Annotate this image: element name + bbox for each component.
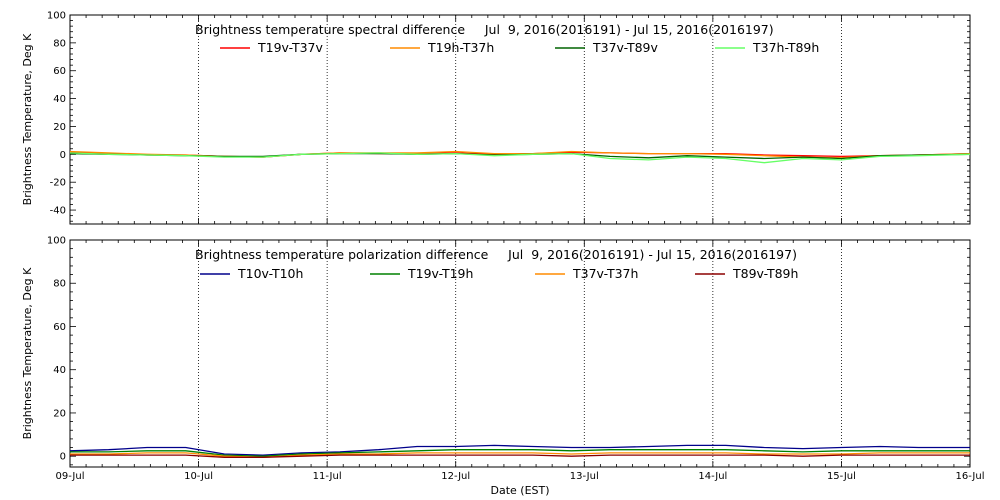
y-tick-label: 100 (47, 236, 66, 247)
chart-panel-2: 0 20 40 60 80 100 Brightness Temperature, Deg … (21, 236, 984, 498)
y-tick-label: 100 (47, 11, 66, 22)
series-line-t89v-t89h (70, 454, 970, 458)
chart-panel-1: -40 -20 0 20 40 60 80 100 Brightness Temperature… (21, 11, 971, 225)
chart-title: Brightness temperature spectral differen… (195, 22, 774, 37)
y-tick-label: 60 (53, 66, 66, 77)
series-line-t37h-t89h (69, 152, 971, 164)
y-tick-label: 20 (53, 122, 66, 133)
x-tick-label: 11-Jul (313, 471, 342, 482)
legend-entry: T10v-T10h (237, 266, 303, 281)
y-axis-label: Brightness Temperature, Deg K (21, 33, 34, 205)
legend-entry: T37v-T37h (572, 266, 638, 281)
legend-entry: T89v-T89h (732, 266, 798, 281)
legend-entry: T37v-T89v (592, 40, 659, 55)
y-tick-label: -20 (50, 178, 66, 189)
y-tick-label: 80 (53, 38, 66, 49)
legend-entry: T19v-T19h (407, 266, 473, 281)
y-tick-label: 20 (53, 408, 66, 419)
legend-entry: T19h-T37h (427, 40, 494, 55)
y-tick-label: 0 (60, 150, 66, 161)
x-tick-label: 12-Jul (441, 471, 470, 482)
series-line-t37v-t37h (70, 452, 970, 458)
x-tick-label: 13-Jul (570, 471, 599, 482)
y-tick-label: -40 (50, 206, 66, 217)
chart-title: Brightness temperature polarization diff… (195, 247, 797, 262)
y-tick-label: 0 (60, 452, 66, 463)
x-axis-label: Date (EST) (490, 484, 549, 497)
x-tick-label: 15-Jul (827, 471, 856, 482)
y-tick-label: 60 (53, 322, 66, 333)
y-axis-label: Brightness Temperature, Deg K (21, 267, 34, 439)
y-tick-label: 40 (53, 94, 66, 105)
series-line-t19v-t19h (70, 449, 970, 457)
legend-entry: T37h-T89h (752, 40, 819, 55)
x-tick-label: 09-Jul (56, 471, 85, 482)
x-tick-label: 10-Jul (184, 471, 213, 482)
y-tick-label: 40 (53, 365, 66, 376)
y-tick-label: 80 (53, 279, 66, 290)
x-tick-label: 14-Jul (698, 471, 727, 482)
legend-entry: T19v-T37v (257, 40, 324, 55)
plot-frame (69, 14, 971, 225)
series-line-t10v-t10h (69, 444, 970, 456)
x-tick-label: 16-Jul (956, 471, 985, 482)
